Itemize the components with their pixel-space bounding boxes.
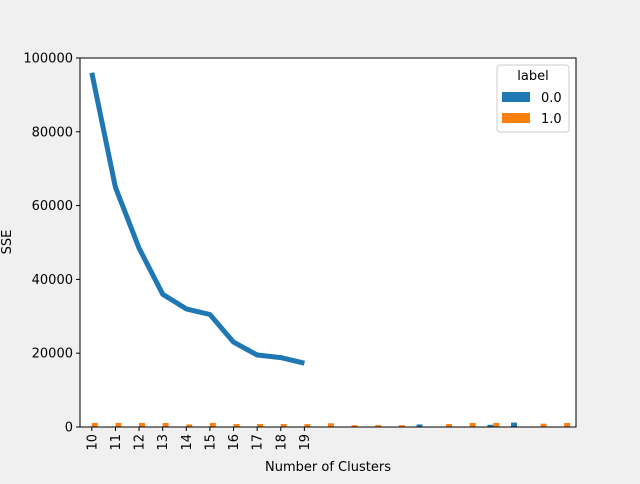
bar-18-series-0 <box>511 422 517 427</box>
y-tick-label-3: 60000 <box>32 199 73 214</box>
bar-14-series-0 <box>416 424 423 427</box>
bar-17-series-0 <box>487 424 494 427</box>
bar-16-series-1 <box>469 422 476 427</box>
bar-20-series-1 <box>564 422 571 427</box>
x-tick-label-4: 14 <box>180 434 195 451</box>
x-tick-label-6: 16 <box>227 434 242 451</box>
x-tick-label-7: 17 <box>251 434 266 451</box>
x-tick-label-5: 15 <box>203 434 218 451</box>
x-tick-label-3: 13 <box>156 434 171 451</box>
bar-1-series-1 <box>115 422 122 427</box>
legend-title: label <box>517 69 548 84</box>
bar-19-series-1 <box>540 423 547 427</box>
y-axis: 0 20000 40000 60000 80000 100000 <box>23 52 80 436</box>
plot-frame <box>79 57 577 428</box>
y-tick-label-0: 0 <box>65 421 73 436</box>
bar-7-series-1 <box>257 424 264 427</box>
y-tick-label-1: 20000 <box>32 347 73 362</box>
x-tick-label-0: 10 <box>85 434 100 451</box>
bar-4-series-1 <box>186 424 193 427</box>
bar-3-series-1 <box>162 422 169 427</box>
bar-8-series-1 <box>280 424 287 427</box>
bar-12-series-1 <box>375 425 382 427</box>
legend-entry-1: 1.0 <box>541 112 562 127</box>
y-axis-label: SSE <box>0 230 15 255</box>
x-tick-label-8: 18 <box>274 434 289 451</box>
bar-15-series-1 <box>446 424 452 427</box>
legend: label 0.0 1.0 <box>496 64 570 133</box>
legend-entry-0: 0.0 <box>541 91 562 106</box>
plot-background <box>80 58 576 427</box>
bar-2-series-1 <box>139 422 145 427</box>
bar-17-series-1 <box>493 422 500 427</box>
x-tick-label-1: 11 <box>109 434 124 451</box>
sse-line <box>89 72 305 366</box>
bar-6-series-1 <box>233 424 240 427</box>
y-tick-label-5: 100000 <box>23 52 73 67</box>
y-tick-label-4: 80000 <box>32 125 73 140</box>
legend-swatch-0 <box>502 92 530 102</box>
bar-10-series-1 <box>328 423 334 427</box>
x-axis-label: Number of Clusters <box>265 460 391 475</box>
bar-13-series-1 <box>398 425 405 427</box>
bar-0-series-1 <box>91 422 98 427</box>
y-tick-label-2: 40000 <box>32 273 73 288</box>
bar-5-series-1 <box>209 422 216 427</box>
x-tick-label-2: 12 <box>133 434 148 451</box>
x-axis: 10 11 12 13 14 15 16 17 18 19 <box>85 427 313 451</box>
bar-layer <box>91 422 571 427</box>
x-tick-label-9: 19 <box>298 434 313 451</box>
bar-9-series-1 <box>304 424 311 427</box>
legend-swatch-1 <box>502 113 530 123</box>
bar-11-series-1 <box>351 425 358 427</box>
